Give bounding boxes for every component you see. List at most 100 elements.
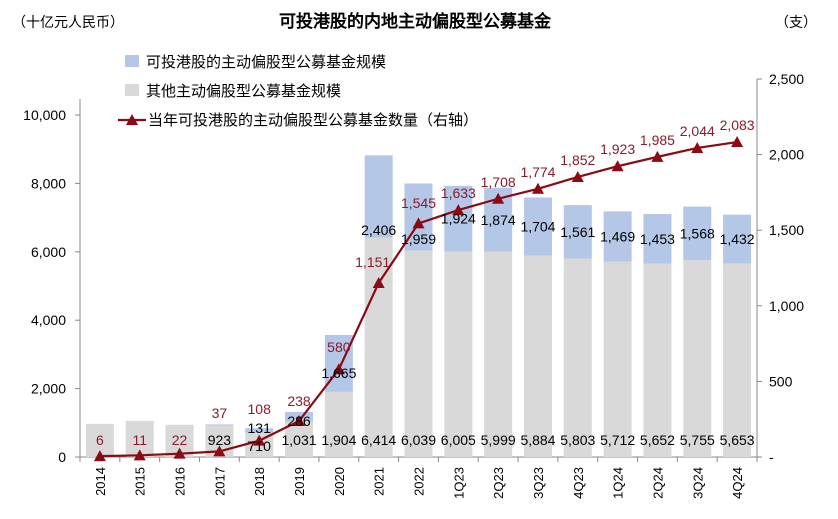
data-label-fund-count: 1,852 — [560, 152, 595, 168]
x-tick-label: 2018 — [252, 467, 267, 496]
data-label-other: 5,803 — [560, 432, 595, 448]
chart-title: 可投港股的内地主动偏股型公募基金 — [279, 11, 552, 31]
bar-other-funds — [723, 263, 752, 457]
bar-other-funds — [364, 237, 393, 457]
bar-other-funds — [523, 255, 552, 457]
x-tick-label: 2019 — [292, 467, 307, 496]
right-tick-label: 2,000 — [769, 147, 804, 163]
data-label-fund-count: 11 — [132, 432, 147, 448]
legend-marker-triangle — [126, 114, 138, 125]
data-label-other: 6,005 — [441, 432, 476, 448]
data-label-fund-count: 1,545 — [401, 195, 436, 211]
line-marker-triangle — [412, 217, 425, 229]
left-tick-label: 4,000 — [31, 312, 66, 328]
bar-hk-eligible-funds — [603, 211, 632, 262]
line-marker-triangle — [691, 141, 704, 153]
data-label-hk-eligible: 1,469 — [600, 229, 635, 245]
data-label-other: 710 — [248, 438, 272, 454]
data-label-hk-eligible: 1,568 — [680, 225, 715, 241]
x-tick-label: 2022 — [412, 467, 427, 496]
data-label-hk-eligible: 1,704 — [520, 219, 555, 235]
line-marker-triangle — [93, 450, 106, 462]
data-label-fund-count: 1,633 — [441, 185, 476, 201]
bar-hk-eligible-funds — [364, 155, 393, 238]
line-marker-triangle — [173, 447, 186, 459]
data-label-hk-eligible: 1,453 — [640, 231, 675, 247]
line-marker-triangle — [253, 434, 266, 446]
bar-other-funds — [324, 391, 353, 457]
data-label-other: 6,039 — [401, 432, 436, 448]
data-label-other: 5,755 — [680, 432, 715, 448]
bar-other-funds — [563, 258, 592, 457]
line-marker-triangle — [332, 363, 345, 375]
x-tick-label: 4Q24 — [730, 467, 745, 499]
line-marker-triangle — [492, 192, 505, 204]
data-label-other: 1,904 — [321, 432, 356, 448]
x-tick-label: 3Q24 — [690, 467, 705, 499]
x-tick-label: 2Q24 — [650, 467, 665, 499]
legend-swatch-hk-eligible — [125, 55, 139, 67]
data-label-hk-eligible: 286 — [287, 413, 311, 429]
right-tick-label: 2,500 — [769, 71, 804, 87]
left-tick-label: 10,000 — [23, 107, 66, 123]
legend-label-other: 其他主动偏股型公募基金规模 — [146, 83, 341, 100]
line-marker-triangle — [213, 445, 226, 457]
bar-hk-eligible-funds — [563, 205, 592, 259]
bar-other-funds — [643, 263, 672, 457]
line-marker-triangle — [452, 204, 465, 216]
x-tick-label: 2017 — [212, 467, 227, 496]
data-label-fund-count: 108 — [248, 401, 272, 417]
left-tick-label: 2,000 — [31, 381, 66, 397]
data-label-fund-count: 1,151 — [355, 254, 390, 270]
line-marker-triangle — [571, 170, 584, 182]
bar-other-funds — [404, 250, 433, 457]
line-marker-triangle — [611, 160, 624, 172]
data-label-other: 5,999 — [481, 432, 516, 448]
bar-other-funds — [484, 251, 513, 457]
bar-hk-eligible-funds — [643, 214, 672, 264]
line-marker-triangle — [133, 449, 146, 461]
bar-hk-eligible-funds — [723, 214, 752, 264]
data-label-other: 5,652 — [640, 432, 675, 448]
data-label-fund-count: 580 — [327, 339, 351, 355]
data-label-other: 5,712 — [600, 432, 635, 448]
data-label-fund-count: 2,083 — [720, 117, 755, 133]
right-tick-label: 500 — [769, 373, 793, 389]
x-tick-label: 2016 — [173, 467, 188, 496]
x-tick-label: 2021 — [372, 467, 387, 496]
line-marker-triangle — [293, 415, 306, 427]
left-tick-label: 8,000 — [31, 175, 66, 191]
line-marker-triangle — [531, 182, 544, 194]
data-label-hk-eligible: 1,924 — [441, 211, 476, 227]
bar-other-funds — [683, 260, 712, 457]
data-label-hk-eligible: 131 — [248, 420, 272, 436]
left-tick-label: 0 — [58, 449, 66, 465]
line-marker-triangle — [651, 150, 664, 162]
legend-label-fund-count: 当年可投港股的主动偏股型公募基金数量（右轴） — [148, 112, 478, 129]
data-label-other: 923 — [208, 432, 232, 448]
bar-other-funds — [603, 261, 632, 457]
data-label-fund-count: 22 — [172, 432, 188, 448]
x-tick-label: 3Q23 — [531, 467, 546, 499]
right-tick-label: 1,500 — [769, 222, 804, 238]
x-tick-label: 1Q23 — [451, 467, 466, 499]
data-label-fund-count: 1,923 — [600, 141, 635, 157]
data-label-hk-eligible: 1,959 — [401, 231, 436, 247]
left-unit-label: （十亿元人民币） — [12, 14, 124, 30]
x-tick-label: 2020 — [332, 467, 347, 496]
x-tick-label: 1Q24 — [611, 467, 626, 499]
data-label-other: 5,653 — [720, 432, 755, 448]
data-label-fund-count: 1,708 — [481, 174, 516, 190]
data-label-hk-eligible: 1,432 — [720, 231, 755, 247]
right-unit-label: （支） — [775, 14, 817, 30]
x-tick-label: 2Q23 — [491, 467, 506, 499]
bar-hk-eligible-funds — [683, 206, 712, 261]
data-label-hk-eligible: 1,561 — [560, 224, 595, 240]
right-tick-label: 1,000 — [769, 298, 804, 314]
x-tick-label: 2015 — [133, 467, 148, 496]
data-label-hk-eligible: 1,874 — [481, 212, 516, 228]
bar-hk-eligible-funds — [245, 428, 274, 433]
data-label-fund-count: 2,044 — [680, 123, 715, 139]
